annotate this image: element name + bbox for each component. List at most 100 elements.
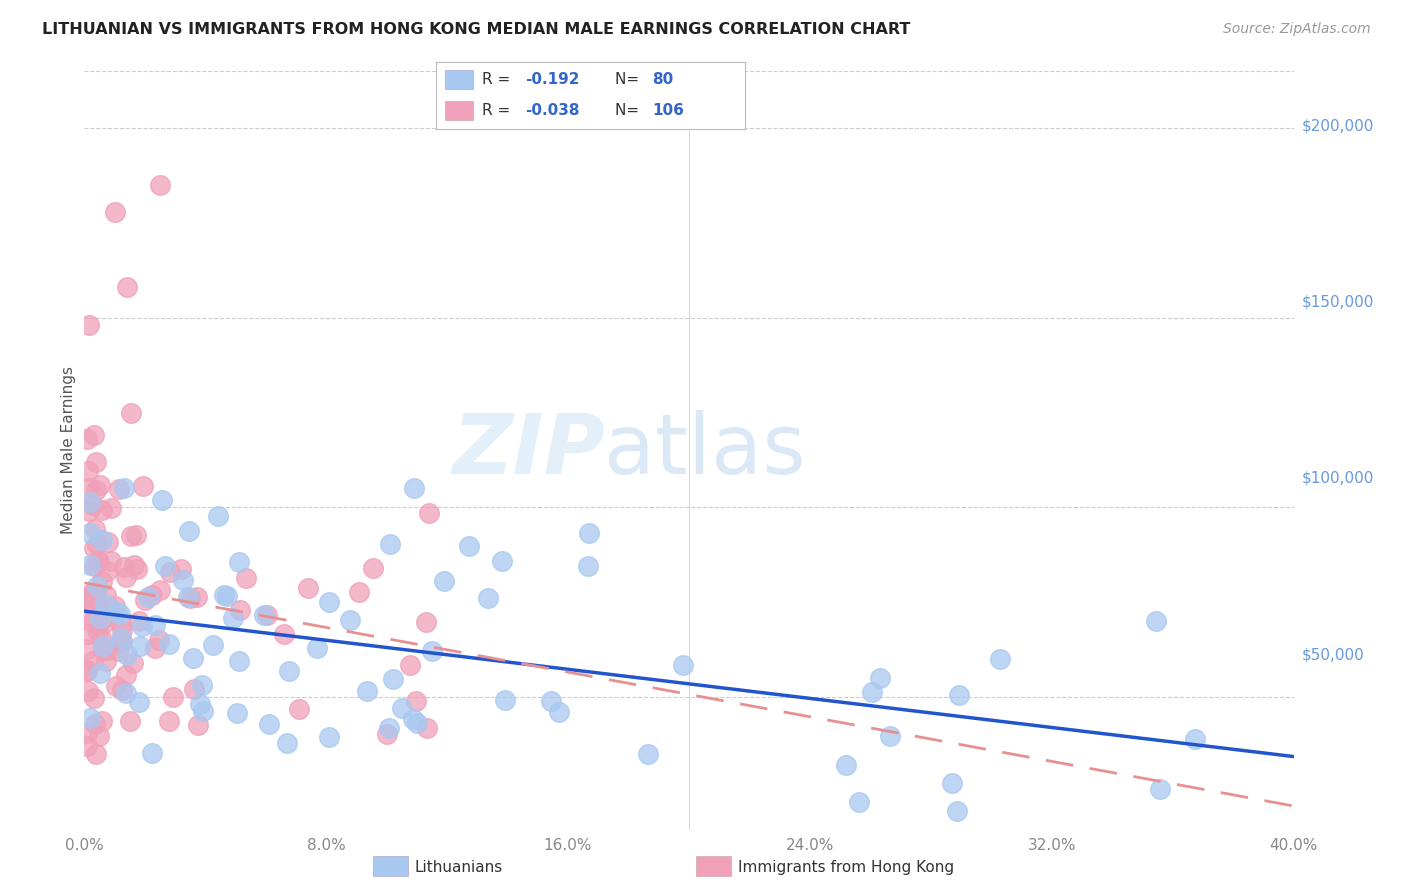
Point	[149, 178, 172, 192]
Point	[90, 613, 112, 627]
Text: LITHUANIAN VS IMMIGRANTS FROM HONG KONG MEDIAN MALE EARNINGS CORRELATION CHART: LITHUANIAN VS IMMIGRANTS FROM HONG KONG …	[42, 22, 911, 37]
Point	[672, 658, 695, 673]
Point	[835, 757, 858, 772]
Point	[79, 525, 101, 540]
Point	[104, 679, 127, 693]
Point	[256, 608, 278, 623]
Point	[90, 608, 112, 623]
Point	[179, 591, 201, 605]
Point	[96, 654, 118, 668]
Point	[228, 555, 250, 569]
Point	[100, 554, 122, 568]
Point	[79, 587, 101, 601]
Point	[181, 651, 204, 665]
Point	[257, 717, 280, 731]
Point	[97, 535, 120, 549]
Point	[433, 574, 456, 589]
Point	[89, 610, 111, 624]
Point	[637, 747, 659, 762]
Point	[84, 717, 107, 731]
Point	[420, 644, 443, 658]
Point	[77, 596, 100, 610]
Point	[76, 642, 98, 657]
Point	[576, 558, 599, 573]
Point	[477, 591, 499, 605]
Point	[107, 644, 129, 658]
Point	[96, 564, 118, 578]
Point	[125, 562, 148, 576]
Point	[141, 746, 163, 760]
Point	[87, 625, 110, 640]
Point	[77, 481, 100, 495]
Point	[404, 482, 426, 496]
Point	[418, 506, 440, 520]
Point	[159, 565, 181, 579]
Point	[120, 529, 142, 543]
Point	[128, 615, 150, 629]
Point	[79, 558, 101, 572]
Point	[1149, 782, 1171, 797]
Point	[226, 706, 249, 720]
Point	[378, 721, 401, 735]
Point	[494, 693, 516, 707]
Text: -0.192: -0.192	[526, 72, 581, 87]
Point	[347, 584, 370, 599]
Point	[79, 495, 101, 509]
Point	[318, 730, 340, 744]
Point	[361, 561, 384, 575]
Point	[112, 560, 135, 574]
Point	[273, 627, 295, 641]
Point	[191, 678, 214, 692]
Point	[84, 455, 107, 469]
Point	[124, 528, 146, 542]
Point	[76, 663, 98, 677]
Point	[76, 683, 98, 698]
Point	[157, 714, 180, 729]
Point	[193, 704, 215, 718]
Text: N=: N=	[616, 103, 644, 118]
Point	[186, 590, 208, 604]
Point	[177, 590, 200, 604]
Point	[112, 482, 135, 496]
Point	[111, 683, 134, 698]
Text: R =: R =	[482, 72, 516, 87]
Point	[172, 573, 194, 587]
Point	[157, 637, 180, 651]
Point	[848, 796, 870, 810]
Point	[91, 503, 114, 517]
Point	[76, 726, 98, 740]
Text: Lithuanians: Lithuanians	[415, 860, 503, 874]
Point	[941, 776, 963, 790]
Point	[131, 619, 153, 633]
Point	[120, 405, 142, 420]
Text: 106: 106	[652, 103, 685, 118]
Point	[277, 665, 299, 679]
Point	[104, 204, 127, 219]
Point	[91, 616, 114, 631]
Point	[90, 714, 112, 728]
Point	[307, 641, 329, 656]
Text: atlas: atlas	[605, 410, 806, 491]
Point	[77, 318, 100, 333]
Point	[97, 599, 120, 614]
Point	[94, 588, 117, 602]
Y-axis label: Median Male Earnings: Median Male Earnings	[60, 367, 76, 534]
Point	[77, 464, 100, 478]
Point	[297, 581, 319, 595]
Point	[108, 607, 131, 621]
Point	[153, 558, 176, 573]
Point	[402, 712, 425, 726]
Point	[87, 555, 110, 569]
Point	[83, 541, 105, 556]
FancyBboxPatch shape	[446, 102, 472, 120]
Point	[416, 722, 439, 736]
Point	[118, 714, 141, 728]
Point	[115, 570, 138, 584]
Point	[86, 537, 108, 551]
Point	[491, 554, 513, 568]
Text: Source: ZipAtlas.com: Source: ZipAtlas.com	[1223, 22, 1371, 37]
Point	[97, 643, 120, 657]
Point	[150, 493, 173, 508]
Point	[339, 613, 361, 627]
Point	[946, 804, 969, 818]
